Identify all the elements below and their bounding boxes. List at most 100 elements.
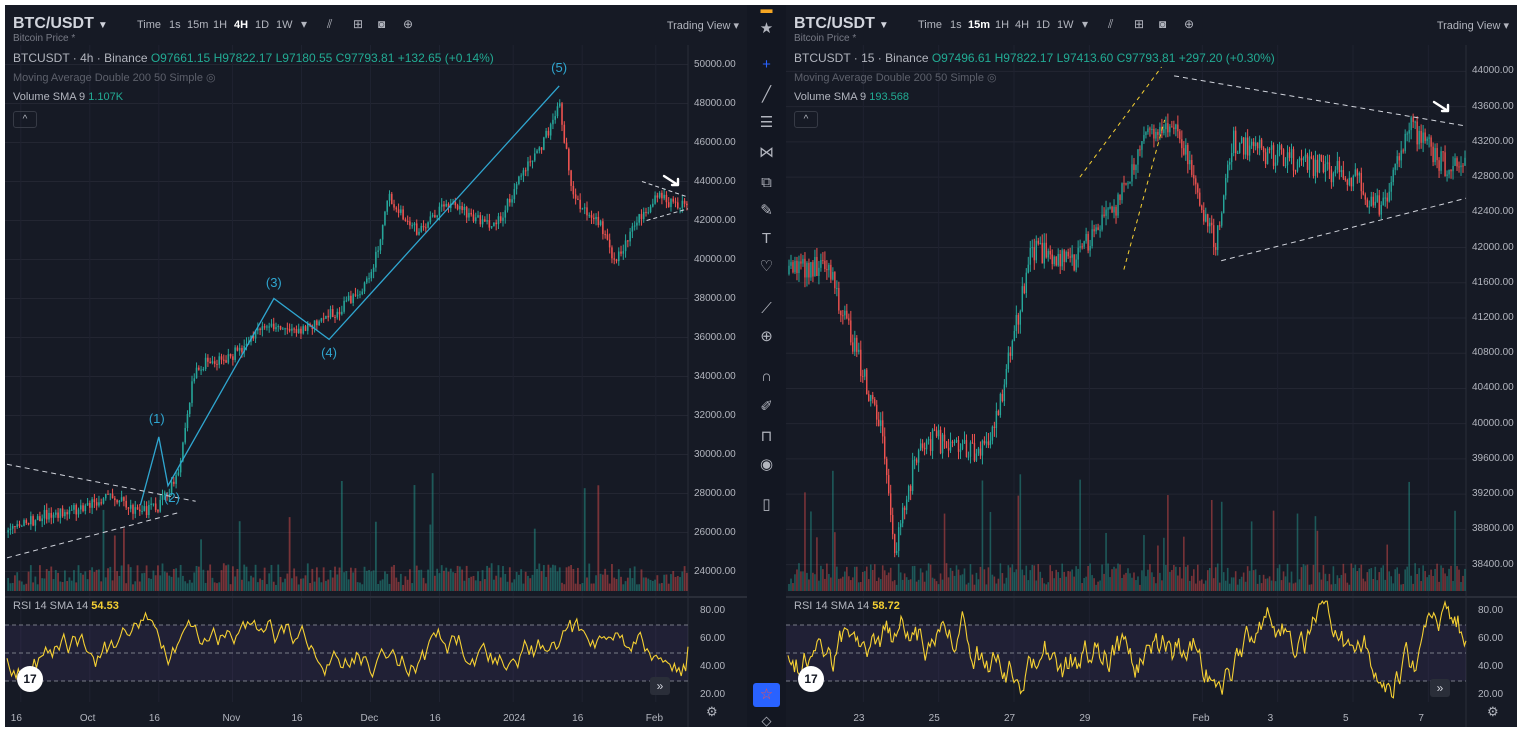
left-tf-1d[interactable]: 1D xyxy=(255,19,270,31)
right-trading-view-menu[interactable]: Trading View ▾ xyxy=(1436,20,1509,32)
zoom-icon[interactable]: ⊕ xyxy=(760,328,773,345)
diamond-icon[interactable]: ◇ xyxy=(761,713,772,727)
toolbar-handle[interactable]: ▬ xyxy=(760,5,773,16)
text-icon[interactable]: T xyxy=(761,230,772,247)
crosshair-icon[interactable]: + xyxy=(762,56,771,73)
candle-body xyxy=(322,318,325,320)
ruler-icon[interactable]: ⟋ xyxy=(761,300,772,317)
lock-icon[interactable]: ⊓ xyxy=(760,428,773,445)
grid-lines xyxy=(786,45,1466,702)
chevron-down-icon[interactable]: ▾ xyxy=(1082,17,1089,31)
volume-bar xyxy=(879,579,882,591)
favorite-star-icon[interactable]: ☆ xyxy=(753,683,780,707)
plus-icon[interactable]: ⊕ xyxy=(1184,17,1195,31)
chart-type-icon[interactable]: ⫽ xyxy=(1108,17,1114,31)
volume-bar xyxy=(533,528,536,591)
lock-drawing-icon[interactable]: ✐ xyxy=(760,398,773,415)
candle-body xyxy=(1326,162,1329,164)
right-tf-1d[interactable]: 1D xyxy=(1036,19,1051,31)
candle-body xyxy=(586,207,588,216)
left-trading-view-menu[interactable]: Trading View ▾ xyxy=(666,20,739,32)
left-symbol-button[interactable]: BTC/USDT ▼ xyxy=(13,15,108,33)
trash-icon[interactable]: ▯ xyxy=(762,496,771,513)
right-tf-4h[interactable]: 4H xyxy=(1015,19,1030,31)
volume-bar xyxy=(917,579,920,591)
candle-body xyxy=(48,512,50,520)
left-tf-1w[interactable]: 1W xyxy=(276,19,293,31)
candle-body xyxy=(1230,153,1233,163)
camera-icon[interactable]: ◙ xyxy=(1159,17,1167,31)
left-collapse-button[interactable]: ^ xyxy=(13,111,37,128)
right-tf-1h[interactable]: 1H xyxy=(995,19,1010,31)
camera-icon[interactable]: ◙ xyxy=(378,17,386,31)
star-icon[interactable]: ★ xyxy=(759,20,774,37)
volume-bar xyxy=(567,566,570,591)
volume-bar xyxy=(1328,573,1331,591)
candle-body xyxy=(331,309,334,317)
eye-icon[interactable]: ◉ xyxy=(759,456,774,473)
candle-body xyxy=(413,223,416,226)
right-collapse-button[interactable]: ^ xyxy=(794,111,818,128)
scroll-right-button[interactable]: » xyxy=(1430,679,1450,697)
left-chart-canvas[interactable] xyxy=(5,5,747,727)
left-tf-time[interactable]: Time xyxy=(137,19,162,31)
left-tf-4h[interactable]: 4H xyxy=(234,19,249,31)
candle-body xyxy=(593,217,595,220)
volume-bar xyxy=(1079,479,1081,591)
candle-body xyxy=(1402,150,1404,152)
wave-label: (3) xyxy=(265,274,282,290)
volume-bar xyxy=(1384,579,1387,591)
gear-icon[interactable]: ⚙ xyxy=(706,704,718,719)
right-chart-canvas[interactable] xyxy=(786,5,1517,727)
hidden-eye-icon[interactable]: ◎ xyxy=(987,72,997,84)
indicators-icon[interactable]: ⊞ xyxy=(1134,17,1145,31)
volume-bar xyxy=(116,571,119,591)
chevron-down-icon[interactable]: ▾ xyxy=(301,17,308,31)
volume-bar xyxy=(1390,576,1393,591)
candle-body xyxy=(23,520,25,526)
candle-body xyxy=(291,328,293,331)
heart-icon[interactable]: ♡ xyxy=(759,258,774,275)
gear-icon[interactable]: ⚙ xyxy=(1487,704,1499,719)
y-tick-label: 38400.00 xyxy=(1472,558,1514,570)
right-tf-time[interactable]: Time xyxy=(918,19,943,31)
pattern-icon[interactable]: ⋈ xyxy=(759,144,774,161)
volume-bar xyxy=(1250,521,1253,591)
plus-icon[interactable]: ⊕ xyxy=(403,17,414,31)
fib-icon[interactable]: ☰ xyxy=(759,114,774,131)
left-chart-panel[interactable]: BTC/USDT ▼ Bitcoin Price * Time 1s 15m 1H… xyxy=(5,5,747,727)
y-tick-label: 42800.00 xyxy=(1472,171,1514,183)
indicators-icon[interactable]: ⊞ xyxy=(353,17,364,31)
chart-type-icon[interactable]: ⫽ xyxy=(327,17,333,31)
right-chart-panel[interactable]: BTC/USDT ▼ Bitcoin Price * Time 1s 15m 1H… xyxy=(786,5,1517,727)
volume-bar xyxy=(447,571,450,591)
candle-body xyxy=(886,458,888,476)
left-tf-15m[interactable]: 15m xyxy=(187,19,209,31)
volume-bar xyxy=(1440,565,1442,591)
brush-icon[interactable]: ✎ xyxy=(760,202,773,219)
right-tf-1w[interactable]: 1W xyxy=(1057,19,1074,31)
candle-body xyxy=(286,328,289,330)
rsi-pane xyxy=(786,599,1467,699)
hidden-eye-icon[interactable]: ◎ xyxy=(206,72,216,84)
right-tf-1s[interactable]: 1s xyxy=(950,19,962,31)
rsi-tick-label: 20.00 xyxy=(700,689,726,700)
volume-bar xyxy=(1290,571,1293,591)
candle-body xyxy=(1342,170,1345,179)
projection-icon[interactable]: ⧉ xyxy=(761,174,772,191)
volume-bars xyxy=(7,473,688,591)
rsi-tick-label: 80.00 xyxy=(700,605,726,616)
grid-lines xyxy=(5,45,688,702)
candle-body xyxy=(995,411,998,428)
chevron-down-icon: ▼ xyxy=(97,20,108,31)
candle-body xyxy=(943,434,946,442)
magnet-icon[interactable]: ∩ xyxy=(761,368,772,385)
left-tf-1h[interactable]: 1H xyxy=(213,19,228,31)
trend-line-icon[interactable]: ╱ xyxy=(761,86,772,103)
right-tf-15m[interactable]: 15m xyxy=(968,19,991,31)
left-tf-1s[interactable]: 1s xyxy=(169,19,181,31)
right-symbol-button[interactable]: BTC/USDT ▼ xyxy=(794,15,889,33)
candle-body xyxy=(513,189,516,200)
volume-bar xyxy=(1139,584,1141,591)
scroll-right-button[interactable]: » xyxy=(650,677,670,695)
